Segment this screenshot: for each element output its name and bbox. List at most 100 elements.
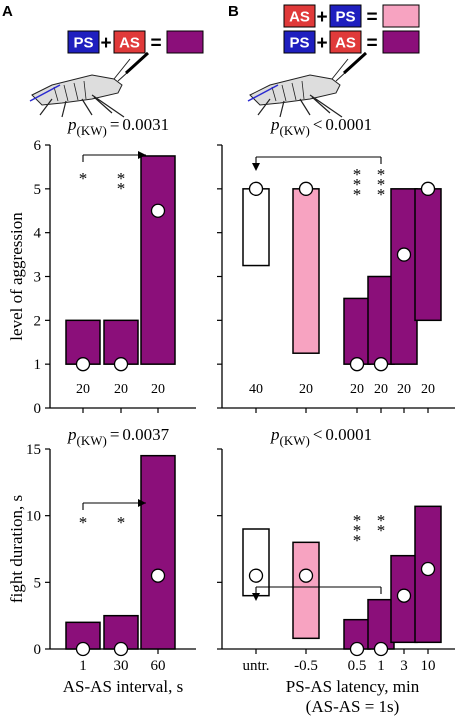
significance-star: * — [353, 165, 362, 184]
plus-sign: + — [316, 33, 327, 54]
ps-box-label: PS — [335, 9, 355, 26]
x-tick-label: 60 — [151, 658, 166, 674]
chart-b-aggression: 40 20 20 20 20 20****** — [217, 144, 455, 413]
y-tick-label: 15 — [26, 442, 41, 458]
bar-60 — [140, 155, 176, 365]
median-point — [373, 357, 389, 372]
median-point — [150, 568, 166, 583]
y-axis-label: level of aggression — [7, 212, 26, 341]
sample-size-label: 20 — [421, 382, 435, 397]
median-point — [373, 641, 389, 657]
median-point — [113, 641, 129, 657]
median-point — [75, 357, 91, 372]
bracket-arrow — [252, 163, 260, 171]
bar-3 — [390, 554, 418, 644]
y-tick-label: 2 — [34, 313, 42, 329]
median-point — [248, 181, 264, 196]
bar-10 — [414, 188, 442, 322]
median-point — [420, 561, 436, 577]
ps-box — [329, 4, 362, 28]
significance-star: * — [377, 175, 386, 194]
bar-untr. — [242, 188, 270, 267]
sample-size-label: 20 — [397, 382, 411, 397]
significance-star: * — [377, 521, 386, 540]
median-point — [396, 247, 412, 262]
significance-star: * — [79, 169, 88, 188]
median-point — [420, 181, 436, 196]
equals-sign: = — [366, 33, 377, 54]
ps-box-label: PS — [289, 35, 309, 52]
significance-star: * — [353, 521, 362, 540]
median-point — [349, 641, 365, 657]
as-box — [283, 4, 316, 28]
significance-star: * — [117, 179, 126, 198]
pvalue-b-bottom: p(KW) <0.0001 — [270, 425, 372, 448]
y-tick-label: 1 — [34, 357, 42, 373]
bar-30 — [103, 319, 139, 365]
x-tick-label: -0.5 — [294, 658, 318, 674]
as-box-label: AS — [289, 9, 310, 26]
sample-size-label: 20 — [151, 382, 165, 397]
bar-3 — [390, 188, 418, 365]
result-box-pink — [382, 4, 420, 28]
sample-size-label: 20 — [76, 382, 90, 397]
x-tick-label: 10 — [421, 658, 436, 674]
chart-a-duration: 0 5 10 15 1 30 60 * * fight duration, s AS-AS inte… — [7, 442, 196, 696]
y-tick-label: 0 — [34, 642, 42, 658]
median-point — [298, 181, 314, 196]
chart-b-duration: untr. -0.5 0.5 1 3 10*****PS-AS latency, min(… — [217, 448, 455, 716]
plus-sign: + — [100, 33, 111, 54]
pvalue-a-top: p(KW) = 0.0031 — [67, 115, 169, 138]
sample-size-label: 40 — [249, 382, 263, 397]
as-box-label: AS — [335, 35, 356, 52]
median-point — [75, 641, 91, 657]
significance-star: * — [353, 185, 362, 204]
bar-60 — [140, 454, 176, 650]
result-box — [166, 30, 204, 54]
x-axis-label: PS-AS latency, min — [286, 677, 420, 696]
significance-star: * — [353, 531, 362, 550]
equals-sign: = — [366, 7, 377, 28]
bracket-arrow — [138, 151, 146, 159]
bar-untr. — [242, 528, 270, 597]
stimulus-legend-b: AS + PS = PS + AS = — [283, 4, 420, 54]
median-point — [349, 357, 365, 372]
bar--0.5 — [292, 541, 320, 640]
sample-size-label: 20 — [299, 382, 313, 397]
significance-star: * — [79, 513, 88, 532]
x-axis-sublabel: (AS-AS = 1s) — [306, 697, 400, 716]
pvalue-a-bottom: p(KW) = 0.0037 — [67, 425, 170, 448]
cricket-illustration-b — [247, 51, 368, 118]
y-tick-label: 10 — [26, 509, 41, 525]
as-box — [113, 30, 146, 54]
panel-letter-b: B — [228, 3, 239, 20]
y-tick-label: 4 — [34, 226, 42, 242]
bar--0.5 — [292, 188, 320, 354]
median-point — [113, 357, 129, 372]
significance-star: * — [353, 175, 362, 194]
bar-1 — [65, 319, 101, 365]
bar-1 — [367, 275, 395, 365]
as-box — [329, 30, 362, 54]
sample-size-label: 20 — [114, 382, 128, 397]
ps-box — [67, 30, 100, 54]
result-box-purple — [382, 30, 420, 54]
median-point — [396, 588, 412, 603]
equals-sign: = — [150, 33, 161, 54]
bar-1 — [367, 598, 395, 650]
y-tick-label: 0 — [34, 401, 42, 417]
y-tick-label: 6 — [34, 138, 42, 154]
x-tick-label: 3 — [400, 658, 408, 674]
bracket-arrow — [138, 499, 146, 507]
stimulus-legend-a: PS + AS = — [67, 30, 204, 54]
x-axis-label: AS-AS interval, s — [63, 677, 183, 696]
bracket-arrow — [252, 593, 260, 601]
x-tick-label: 0.5 — [348, 658, 367, 674]
plus-sign: + — [316, 7, 327, 28]
y-tick-label: 3 — [34, 270, 42, 286]
x-tick-label: 30 — [114, 658, 129, 674]
significance-star: * — [377, 511, 386, 530]
panel-letter-a: A — [2, 3, 13, 20]
median-point — [248, 568, 264, 583]
y-tick-label: 5 — [34, 575, 42, 591]
